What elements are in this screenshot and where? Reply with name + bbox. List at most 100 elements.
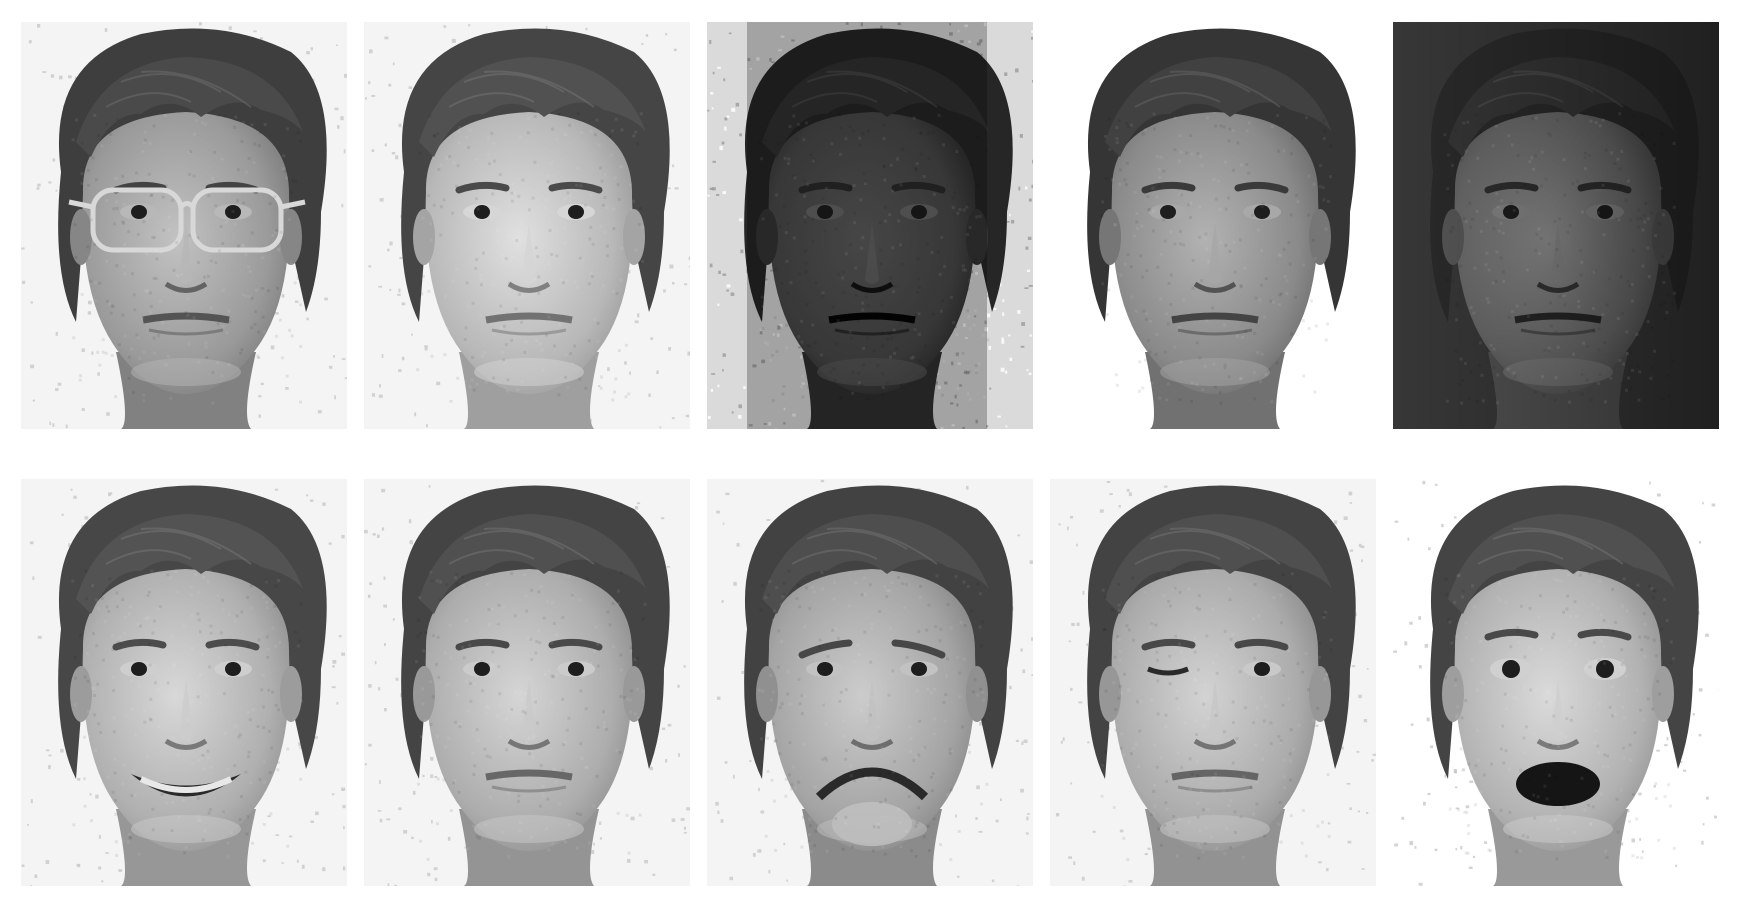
hair-strands [105,70,252,108]
right-ear [623,666,645,722]
hair-strands [448,527,595,565]
hair-strands [791,527,938,565]
nose [1193,222,1237,293]
right-ear [623,209,645,265]
eyes [1490,658,1626,680]
face-photo [707,22,1033,429]
left-ear [1099,209,1121,265]
eyes [120,204,252,220]
photo-grain [1100,570,1333,862]
mouth [485,769,573,793]
eyebrows [798,639,946,659]
eyebrows [1141,638,1289,651]
chin-highlight [474,815,584,843]
photo-grain [71,569,304,859]
nose [1536,679,1580,750]
face-image-r1c3 [707,22,1033,429]
hair-fringe [419,514,646,614]
right-ear [280,666,302,722]
hair-strands [448,70,595,108]
left-ear [70,209,92,265]
left-ear [756,666,778,722]
nose [507,679,551,750]
mouth [142,312,230,336]
hair-fringe [1105,57,1332,157]
hair-fringe [1448,514,1675,614]
chin-highlight [1160,358,1270,386]
face-image-r2c3 [707,479,1033,886]
left-ear [1442,666,1464,722]
face-photo [364,22,690,429]
nose [850,679,894,750]
hair-fringe [762,514,989,614]
photo-grain [414,112,646,403]
face-image-r2c1 [21,479,347,886]
face-image-r1c4 [1050,22,1376,429]
photo-grain [1443,112,1676,405]
side-shadow [1393,22,1719,429]
nose [1193,679,1237,750]
eyes [1149,204,1281,220]
chin-highlight [474,358,584,386]
photo-grain [758,113,990,403]
face-photo [21,479,347,886]
face-photo [1393,22,1719,429]
low-light-overlay [747,22,987,429]
photo-grain [71,113,303,405]
eyes [806,204,938,220]
hair-strands [1134,527,1281,565]
face-photo [1050,22,1376,429]
eyes [806,661,938,677]
nose [164,222,208,293]
chin-highlight [817,358,927,386]
hair-strands [1134,70,1281,108]
mouth [828,312,916,336]
face-image-r1c5 [1393,22,1719,429]
eyebrows [1484,628,1632,641]
face-photo [1050,479,1376,886]
chin-highlight [1503,815,1613,843]
photo-grain [757,569,990,862]
mouth [1171,769,1259,793]
mouth [131,774,241,797]
left-ear [413,209,435,265]
chin-highlight [817,815,927,843]
right-ear [1309,666,1331,722]
right-ear [966,666,988,722]
left-ear [413,666,435,722]
eyebrows [455,638,603,651]
right-ear [1652,666,1674,722]
photo-grain [1443,571,1676,861]
face-image-r2c2 [364,479,690,886]
hair-strands [105,527,252,565]
left-ear [756,209,778,265]
mouth [1516,762,1600,806]
face-photo [364,479,690,886]
chin-highlight [131,358,241,386]
nose [850,222,894,293]
face-photo [21,22,347,429]
hair-strands [791,70,938,108]
photo-grain [1100,112,1333,405]
face-image-r1c2 [364,22,690,429]
eyes [1147,661,1281,677]
left-ear [70,666,92,722]
hair-fringe [76,514,303,614]
hair-fringe [762,57,989,157]
hair-fringe [1105,514,1332,614]
hair-fringe [419,57,646,157]
face-image-r1c1 [21,22,347,429]
chin-highlight [1160,815,1270,843]
face-image-r2c4 [1050,479,1376,886]
right-ear [280,209,302,265]
chin-highlight [131,815,241,843]
nose [164,679,208,750]
face-photo [1393,479,1719,886]
right-ear [966,209,988,265]
left-ear [1099,666,1121,722]
eyes [120,661,252,677]
mouth [1171,312,1259,336]
hair-fringe [76,57,303,157]
face-photo [707,479,1033,886]
